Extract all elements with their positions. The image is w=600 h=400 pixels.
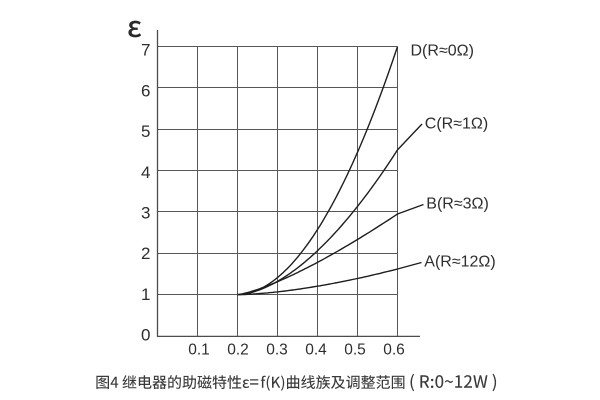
svg-text:4: 4	[141, 163, 150, 182]
svg-text:0.3: 0.3	[266, 342, 288, 359]
svg-text:0.1: 0.1	[188, 342, 210, 359]
svg-text:7: 7	[141, 41, 150, 60]
svg-text:0.4: 0.4	[305, 342, 327, 359]
svg-text:C(R≈1Ω): C(R≈1Ω)	[425, 116, 488, 133]
svg-text:0.5: 0.5	[344, 342, 366, 359]
svg-text:2: 2	[141, 244, 150, 263]
svg-text:0.6: 0.6	[383, 342, 405, 359]
svg-text:A(R≈12Ω): A(R≈12Ω)	[424, 254, 495, 271]
svg-text:0.2: 0.2	[227, 342, 249, 359]
svg-text:0: 0	[141, 326, 150, 345]
svg-text:D(R≈0Ω): D(R≈0Ω)	[411, 43, 474, 60]
svg-text:5: 5	[141, 122, 150, 141]
svg-text:3: 3	[141, 204, 150, 223]
svg-text:B(R≈3Ω): B(R≈3Ω)	[426, 196, 489, 213]
svg-text:1: 1	[141, 285, 150, 304]
svg-text:6: 6	[141, 81, 150, 100]
